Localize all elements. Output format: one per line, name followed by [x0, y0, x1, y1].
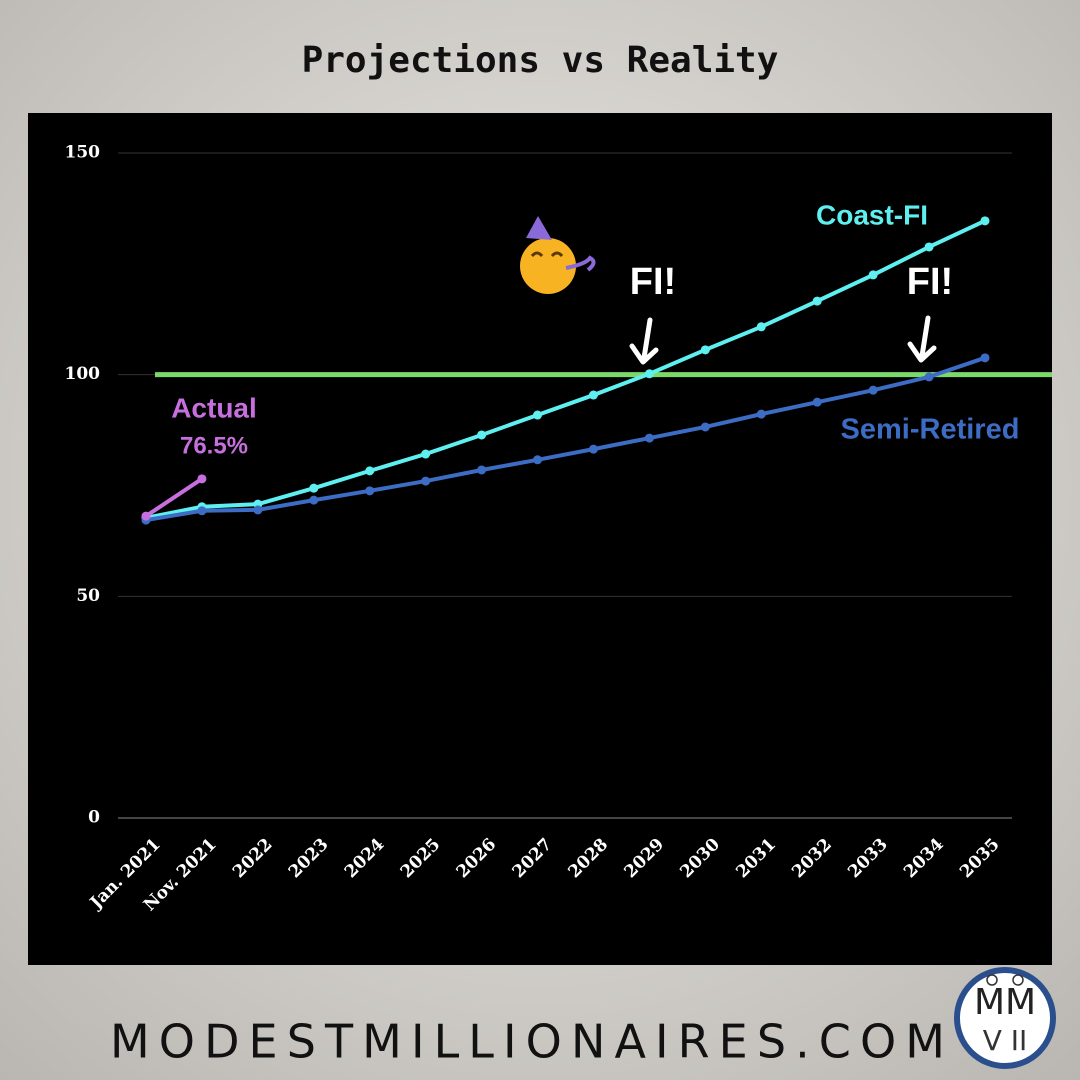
annotation-arrow	[629, 317, 659, 365]
annotation-arrow	[907, 315, 937, 363]
data-point	[868, 270, 878, 280]
data-point	[197, 474, 207, 484]
y-tick-label: 50	[76, 586, 100, 606]
y-tick-label: 0	[88, 808, 100, 828]
annotation: FI!	[630, 261, 676, 303]
data-point	[533, 455, 543, 465]
data-point	[756, 322, 766, 332]
data-point	[700, 345, 710, 355]
y-tick-label: 100	[65, 364, 101, 384]
chart-title: Projections vs Reality	[302, 40, 779, 81]
data-point	[644, 433, 654, 443]
data-point	[309, 483, 319, 493]
footer: MODESTMILLIONAIRES.COM	[110, 1015, 945, 1069]
data-point	[477, 465, 487, 475]
series-label: Coast-FI	[816, 199, 928, 230]
logo-top: MM	[974, 982, 1036, 1023]
data-point	[644, 369, 654, 379]
data-point	[477, 430, 487, 440]
data-point	[924, 242, 934, 252]
data-point	[365, 466, 375, 476]
series-line	[144, 477, 204, 518]
series-label: Semi-Retired	[841, 414, 1020, 446]
data-point	[421, 449, 431, 459]
annotation: FI!	[907, 261, 953, 303]
data-point	[533, 410, 543, 420]
data-point	[421, 476, 431, 486]
data-point	[924, 372, 934, 382]
logo-bottom: V II	[983, 1024, 1028, 1057]
series-line	[145, 219, 986, 520]
data-point	[588, 444, 598, 454]
logo: MM V II	[954, 967, 1056, 1069]
emoji	[520, 216, 596, 294]
data-point	[980, 353, 990, 363]
data-point	[141, 511, 151, 521]
y-tick-label: 150	[65, 143, 101, 163]
data-point	[365, 486, 375, 496]
data-point	[868, 385, 878, 395]
data-point	[756, 409, 766, 419]
data-point	[197, 506, 207, 516]
data-point	[812, 296, 822, 306]
series-line	[145, 355, 986, 523]
value-label: 76.5%	[180, 432, 248, 459]
data-point	[700, 422, 710, 432]
data-point	[253, 505, 263, 515]
data-point	[309, 495, 319, 505]
data-point	[980, 216, 990, 226]
data-point	[812, 397, 822, 407]
series-label: Actual	[171, 392, 257, 423]
data-point	[588, 390, 598, 400]
